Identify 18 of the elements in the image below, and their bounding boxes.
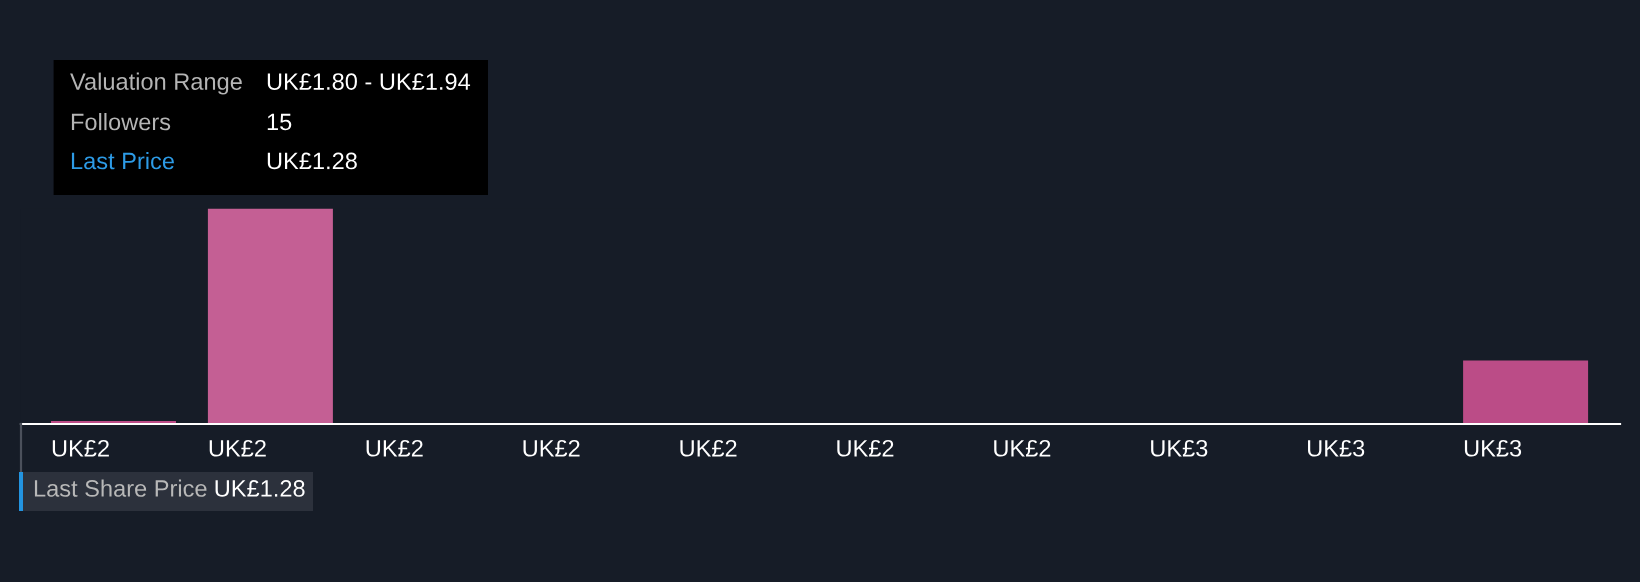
x-tick-label: UK£2 [523, 439, 580, 457]
x-tick-label: UK£3 [1464, 439, 1522, 457]
x-tick-label: UK£2 [837, 439, 894, 457]
x-tick-label: UK£2 [209, 439, 266, 457]
x-tick-label: UK£3 [1151, 439, 1208, 457]
text: Valuation Range [70, 72, 242, 95]
text: Followers [71, 113, 171, 131]
x-tick-label: UK£2 [366, 439, 423, 457]
text: Last Share Price [34, 479, 207, 497]
text: 15 [267, 113, 292, 131]
text: UK£1.80 - UK£1.94 [267, 73, 471, 90]
text: UK£1.28 [215, 480, 305, 497]
text: Last Price [71, 152, 174, 170]
x-tick-label: UK£2 [680, 439, 737, 457]
x-tick-label: UK£2 [52, 439, 109, 457]
x-tick-label: UK£3 [1308, 439, 1365, 457]
text: UK£1.28 [267, 152, 357, 170]
x-tick-label: UK£2 [994, 439, 1051, 457]
